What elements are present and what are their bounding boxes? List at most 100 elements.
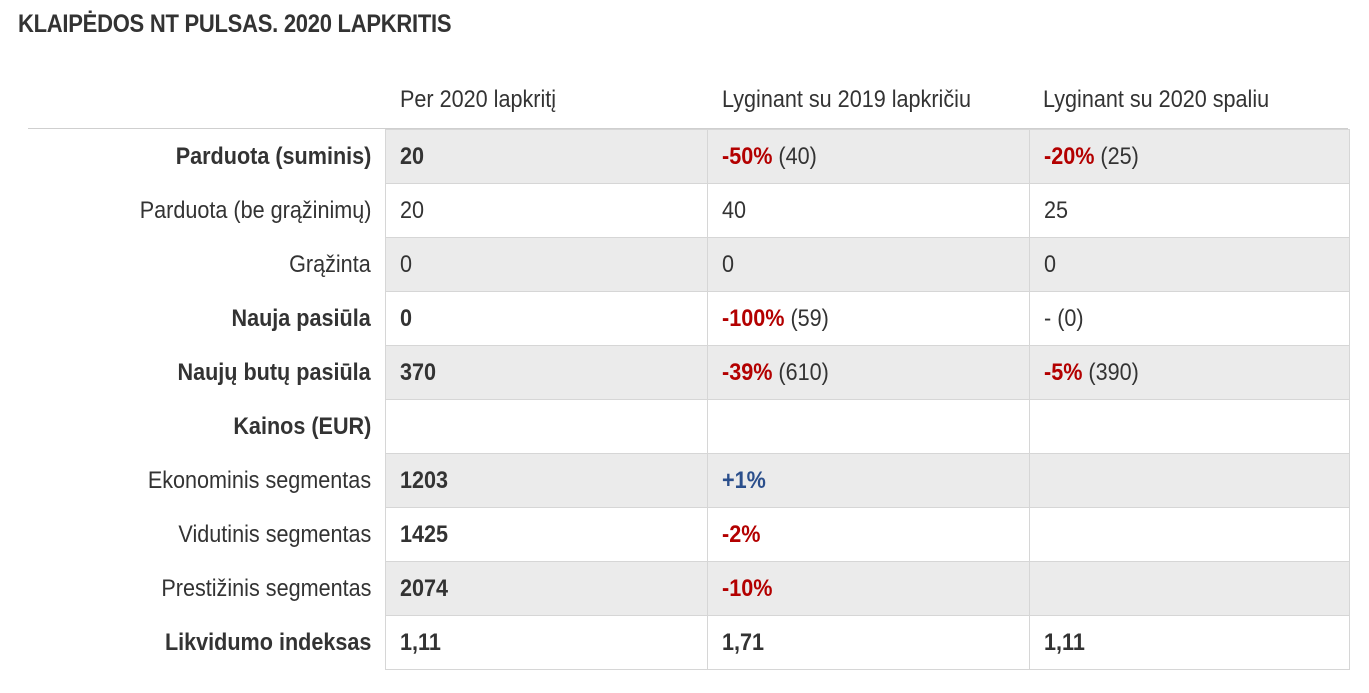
cell-content: -39% (610) [722, 359, 829, 387]
cell-value: 2074 [400, 574, 449, 602]
cell-current-value: 1,11 [385, 615, 708, 670]
cell-content: 370 [400, 359, 436, 387]
cell-current-value: 0 [385, 237, 708, 292]
cell-reference-value: (40) [772, 142, 817, 170]
cell-month-compare: 0 [1029, 237, 1350, 292]
cell-value: 25 [1044, 196, 1069, 224]
column-header-current: Per 2020 lapkritį [400, 86, 557, 113]
row-label-text: Naujų butų pasiūla [177, 358, 371, 386]
cell-value: -5% [1044, 358, 1083, 386]
column-header-year-compare: Lyginant su 2019 lapkričiu [722, 86, 971, 113]
cell-value: 0 [722, 250, 735, 278]
page-title: KLAIPĖDOS NT PULSAS. 2020 LAPKRITIS [18, 10, 452, 38]
cell-content: 1203 [400, 467, 448, 495]
table-row: Parduota (be grąžinimų) 20 40 25 [28, 183, 1350, 238]
cell-year-compare: 40 [707, 183, 1030, 238]
row-label: Naujų butų pasiūla [28, 346, 386, 400]
table-row: Prestižinis segmentas 2074 -10% [28, 561, 1350, 616]
cell-month-compare: -20% (25) [1029, 129, 1350, 184]
cell-value: 1,11 [400, 628, 441, 656]
row-label: Vidutinis segmentas [28, 508, 386, 562]
cell-content: 1,71 [722, 629, 764, 657]
cell-content: 1,11 [400, 629, 441, 657]
cell-value: 20 [400, 142, 425, 170]
table-row: Kainos (EUR) [28, 399, 1350, 454]
market-pulse-table: Parduota (suminis) 20 -50% (40) -20% (25) Pa… [28, 129, 1350, 670]
cell-month-compare: 25 [1029, 183, 1350, 238]
row-label-text: Parduota (suminis) [175, 142, 371, 170]
column-header-month-compare: Lyginant su 2020 spaliu [1043, 86, 1270, 113]
table-row: Likvidumo indeksas 1,11 1,71 1,11 [28, 615, 1350, 670]
table-row: Naujų butų pasiūla 370 -39% (610) -5% (390) [28, 345, 1350, 400]
cell-value: -50% [722, 142, 773, 170]
cell-value: -100% [722, 304, 785, 332]
cell-year-compare [707, 399, 1030, 454]
cell-value: +1% [722, 466, 766, 494]
table-row: Nauja pasiūla 0 -100% (59) - (0) [28, 291, 1350, 346]
cell-current-value: 1425 [385, 507, 708, 562]
row-label-text: Vidutinis segmentas [178, 520, 371, 548]
cell-value: 1425 [400, 520, 449, 548]
cell-current-value: 2074 [385, 561, 708, 616]
cell-month-compare: -5% (390) [1029, 345, 1350, 400]
cell-value: -2% [722, 520, 761, 548]
cell-month-compare: 1,11 [1029, 615, 1350, 670]
cell-current-value: 1203 [385, 453, 708, 508]
cell-content: -100% (59) [722, 305, 829, 333]
cell-content: -5% (390) [1044, 359, 1139, 387]
cell-current-value: 20 [385, 129, 708, 184]
table-row: Parduota (suminis) 20 -50% (40) -20% (25) [28, 129, 1350, 184]
row-label: Kainos (EUR) [28, 400, 386, 454]
cell-value: -10% [722, 574, 773, 602]
cell-content: -2% [722, 521, 760, 549]
cell-year-compare: -2% [707, 507, 1030, 562]
cell-reference-value: (390) [1082, 358, 1139, 386]
row-label-text: Parduota (be grąžinimų) [139, 196, 371, 224]
row-label-text: Grąžinta [289, 250, 371, 278]
cell-year-compare: 0 [707, 237, 1030, 292]
cell-content: 40 [722, 197, 746, 225]
row-label: Nauja pasiūla [28, 292, 386, 346]
cell-content: +1% [722, 467, 766, 495]
cell-reference-value: (59) [784, 304, 829, 332]
cell-month-compare [1029, 561, 1350, 616]
cell-reference-value: (25) [1094, 142, 1139, 170]
cell-year-compare: -10% [707, 561, 1030, 616]
row-label-text: Kainos (EUR) [232, 412, 371, 440]
cell-content: 20 [400, 143, 424, 171]
cell-content: -10% [722, 575, 772, 603]
cell-content: 1425 [400, 521, 448, 549]
cell-value: -39% [722, 358, 773, 386]
cell-current-value: 20 [385, 183, 708, 238]
cell-value: 1,11 [1044, 628, 1085, 656]
cell-value: 0 [1044, 250, 1057, 278]
cell-value: 370 [400, 358, 437, 386]
cell-year-compare: 1,71 [707, 615, 1030, 670]
row-label: Parduota (suminis) [28, 130, 386, 184]
cell-value: - (0) [1044, 304, 1084, 332]
cell-content: -20% (25) [1044, 143, 1139, 171]
table-row: Vidutinis segmentas 1425 -2% [28, 507, 1350, 562]
cell-content: -50% (40) [722, 143, 817, 171]
cell-year-compare: -50% (40) [707, 129, 1030, 184]
cell-value: 40 [722, 196, 747, 224]
cell-content: 20 [400, 197, 424, 225]
cell-reference-value: (610) [772, 358, 829, 386]
cell-year-compare: -39% (610) [707, 345, 1030, 400]
cell-content: 0 [400, 251, 412, 279]
cell-content: 25 [1044, 197, 1068, 225]
cell-content: 2074 [400, 575, 448, 603]
cell-value: 0 [400, 250, 413, 278]
cell-current-value: 0 [385, 291, 708, 346]
cell-content: 0 [722, 251, 734, 279]
cell-month-compare [1029, 453, 1350, 508]
row-label: Ekonominis segmentas [28, 454, 386, 508]
row-label: Likvidumo indeksas [28, 616, 386, 670]
cell-month-compare [1029, 399, 1350, 454]
cell-content: 0 [1044, 251, 1056, 279]
cell-value: 0 [400, 304, 413, 332]
row-label-text: Likvidumo indeksas [164, 628, 371, 656]
table-header: Per 2020 lapkritį Lyginant su 2019 lapkr… [0, 86, 1369, 126]
cell-current-value [385, 399, 708, 454]
cell-month-compare: - (0) [1029, 291, 1350, 346]
